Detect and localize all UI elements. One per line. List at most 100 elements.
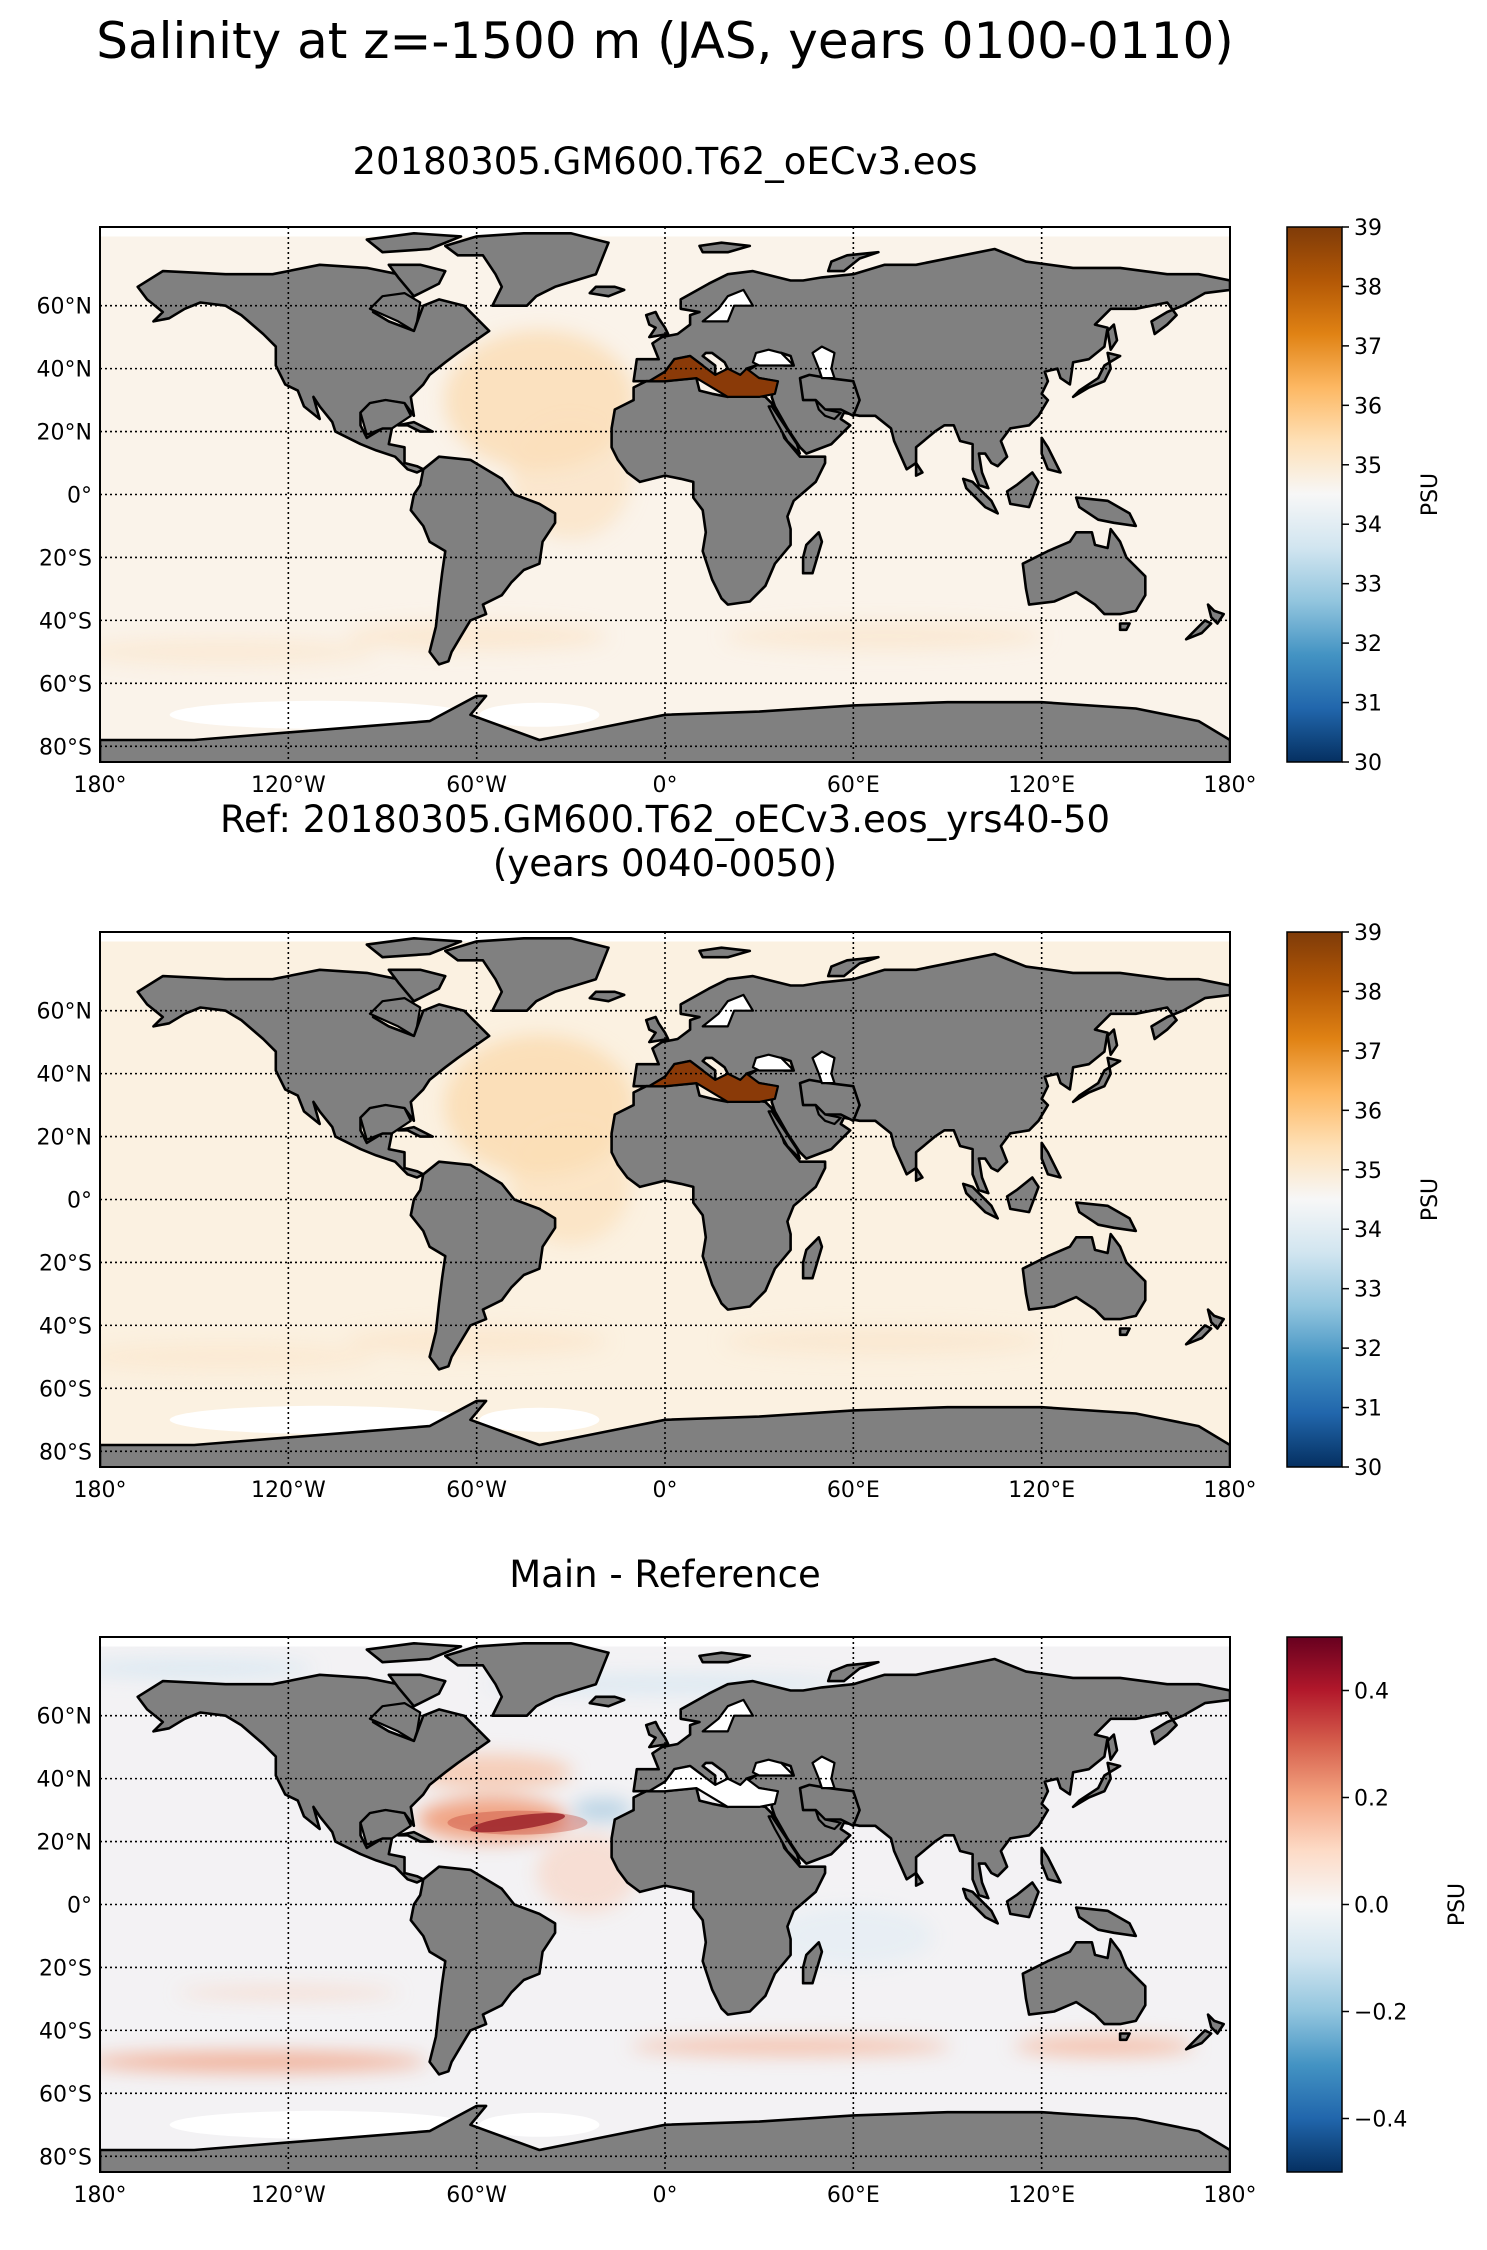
landmass-sumatra	[961, 1182, 1000, 1220]
landmass-sumatra	[961, 1887, 1000, 1925]
sea-persian-gulf	[814, 399, 842, 421]
landmass-sri-lanka	[914, 1166, 924, 1182]
lat-tick-label: 20°N	[37, 1126, 92, 1151]
landmass-novaya-zemlya	[826, 1660, 880, 1683]
sea-gulf-of-mexico	[359, 1809, 412, 1846]
landmass-new-zealand-north	[1206, 603, 1225, 625]
colorbar-tick-label: 30	[1354, 751, 1382, 776]
colorbar-tick-label: 0.2	[1354, 1787, 1389, 1812]
lat-tick-label: 40°N	[37, 1768, 92, 1793]
landmass-philippines	[1040, 1141, 1062, 1179]
lon-tick-label: 60°E	[827, 2183, 880, 2208]
lon-tick-label: 60°W	[446, 773, 507, 798]
sea-red-sea	[767, 1815, 802, 1865]
colorbar-tick-label: 35	[1354, 1159, 1382, 1184]
landmass-ellesmere	[365, 1641, 463, 1664]
landmass-borneo	[1005, 1881, 1040, 1919]
colorbar-tick-label: 36	[1354, 1099, 1382, 1124]
landmass-novaya-zemlya	[826, 955, 880, 978]
landmass-new-guinea	[1074, 1906, 1138, 1938]
lat-tick-label: 20°N	[37, 1831, 92, 1856]
lat-tick-label: 80°S	[39, 2145, 92, 2170]
salinity-field-shading	[100, 330, 1045, 666]
lon-tick-label: 120°E	[1008, 1478, 1075, 1503]
landmass-japan	[1071, 1056, 1122, 1104]
landmass-baffin	[387, 1673, 447, 1708]
landmass-north-america	[136, 968, 491, 1179]
figure-title: Salinity at z=-1500 m (JAS, years 0100-0…	[96, 12, 1234, 70]
colorbar-tick-label: 38	[1354, 275, 1382, 300]
landmass-new-guinea	[1074, 1201, 1138, 1233]
colorbar-tick-label: 39	[1354, 216, 1382, 241]
lat-tick-label: 60°N	[37, 1000, 92, 1025]
landmass-japan	[1071, 1761, 1122, 1809]
landmass-new-zealand-north	[1206, 1308, 1225, 1330]
colorbar-tick-label: 32	[1354, 632, 1382, 657]
lat-tick-label: 80°S	[39, 735, 92, 760]
landmass-philippines	[1040, 1846, 1062, 1884]
lat-tick-label: 60°S	[39, 2082, 92, 2107]
landmass-greenland	[443, 231, 610, 307]
sea-hudson-bay	[368, 996, 422, 1037]
lon-tick-label: 180°	[74, 2183, 127, 2208]
lat-tick-label: 80°S	[39, 1440, 92, 1465]
lon-tick-label: 180°	[1204, 2183, 1257, 2208]
landmass-great-britain	[644, 1720, 670, 1749]
landmass-madagascar	[801, 530, 824, 575]
landmass-baffin	[387, 263, 447, 298]
gridlines	[100, 227, 1230, 762]
landmass-new-zealand-south	[1184, 619, 1213, 641]
sea-baltic	[701, 1698, 755, 1733]
lat-tick-label: 0°	[67, 1894, 92, 1919]
colorbar-tick-label: 0.0	[1354, 1894, 1389, 1919]
landmass-svalbard	[698, 1651, 752, 1664]
lat-tick-label: 60°N	[37, 295, 92, 320]
landmass-madagascar	[801, 1235, 824, 1280]
map-frame	[99, 1636, 1231, 2173]
lat-tick-label: 40°N	[37, 1063, 92, 1088]
landmass-africa	[610, 1081, 827, 1311]
colorbar-tick-label: 33	[1354, 573, 1382, 598]
landmass-iceland	[588, 1695, 626, 1708]
map-frame	[99, 226, 1231, 763]
colorbar-tick-label: 37	[1354, 335, 1382, 360]
landmass-ellesmere	[365, 936, 463, 959]
lon-tick-label: 120°E	[1008, 2183, 1075, 2208]
landmass-sri-lanka	[914, 461, 924, 477]
sea-red-sea	[767, 405, 802, 455]
sea-persian-gulf	[814, 1104, 842, 1126]
landmass-iceland	[588, 990, 626, 1003]
lat-tick-label: 40°S	[39, 1314, 92, 1339]
landmass-great-britain	[644, 1015, 670, 1044]
gridlines	[100, 1637, 1230, 2172]
lat-tick-label: 60°N	[37, 1705, 92, 1730]
panel-title-difference: Main - Reference	[100, 1553, 1230, 1597]
landmass-tasmania	[1118, 622, 1131, 632]
lon-tick-label: 180°	[74, 1478, 127, 1503]
colorbar-tick-label: 33	[1354, 1278, 1382, 1303]
lat-tick-label: 20°S	[39, 546, 92, 571]
lon-tick-label: 0°	[653, 773, 678, 798]
colorbar-tick-label: 0.4	[1354, 1680, 1389, 1705]
colorbar-label: PSU	[1445, 1883, 1470, 1926]
colorbar-tick-label: 35	[1354, 454, 1382, 479]
lat-tick-label: 20°S	[39, 1251, 92, 1276]
landmass-sri-lanka	[914, 1871, 924, 1887]
colorbar-tick-label: 31	[1354, 692, 1382, 717]
lon-tick-label: 120°E	[1008, 773, 1075, 798]
sea-gulf-of-mexico	[359, 1104, 412, 1141]
landmass-japan	[1071, 351, 1122, 399]
panel-title-main: 20180305.GM600.T62_oECv3.eos	[100, 140, 1230, 184]
landmass-sakhalin	[1106, 1733, 1119, 1761]
lon-tick-label: 120°W	[251, 1478, 326, 1503]
colorbar-tick-label: 34	[1354, 513, 1382, 538]
lat-tick-label: 0°	[67, 1189, 92, 1214]
landmass-north-america	[136, 263, 491, 474]
colorbar-label: PSU	[1418, 473, 1443, 516]
land	[100, 1641, 1230, 2172]
landmass-novaya-zemlya	[826, 250, 880, 273]
colorbar-tick-label: 37	[1354, 1040, 1382, 1065]
landmass-africa	[610, 376, 827, 606]
sea-black-sea	[751, 1758, 795, 1777]
lon-tick-label: 60°W	[446, 1478, 507, 1503]
